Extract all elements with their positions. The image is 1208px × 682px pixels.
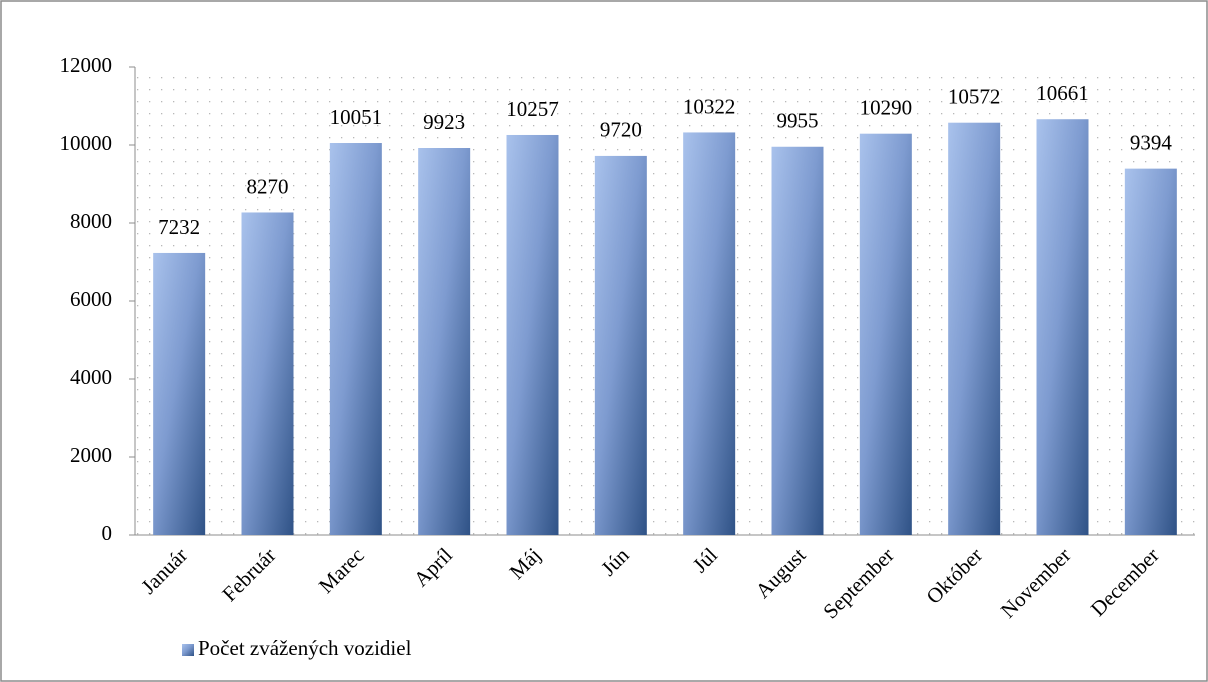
y-tick-label: 8000 [70, 209, 112, 233]
bar [948, 122, 1001, 535]
y-tick-label: 12000 [60, 53, 113, 77]
bar [1036, 119, 1089, 535]
data-label: 10290 [860, 96, 913, 120]
y-tick-label: 6000 [70, 287, 112, 311]
data-label: 7232 [158, 215, 200, 239]
bar [329, 143, 382, 536]
data-label: 8270 [247, 174, 289, 198]
data-label: 10322 [683, 94, 736, 118]
legend-swatch [182, 644, 194, 656]
bar [418, 148, 471, 536]
bar [506, 134, 559, 536]
data-label: 9394 [1130, 130, 1173, 154]
plot-area [135, 67, 1195, 535]
bar [1124, 168, 1177, 535]
y-tick-label: 2000 [70, 443, 112, 467]
bar [594, 155, 647, 536]
bar [771, 146, 824, 535]
y-tick-label: 10000 [60, 131, 113, 155]
bar [859, 133, 912, 535]
data-label: 10051 [330, 105, 383, 129]
y-tick-label: 4000 [70, 365, 112, 389]
data-label: 10257 [506, 97, 559, 121]
data-label: 9720 [600, 118, 642, 142]
data-label: 10572 [948, 85, 1001, 109]
data-label: 9955 [777, 109, 819, 133]
data-label: 10661 [1036, 81, 1089, 105]
data-label: 9923 [423, 110, 465, 134]
bar [683, 132, 736, 535]
bar [241, 212, 294, 535]
bar [153, 252, 206, 535]
y-tick-label: 0 [102, 521, 113, 545]
legend-label: Počet zvážených vozidiel [198, 636, 412, 660]
